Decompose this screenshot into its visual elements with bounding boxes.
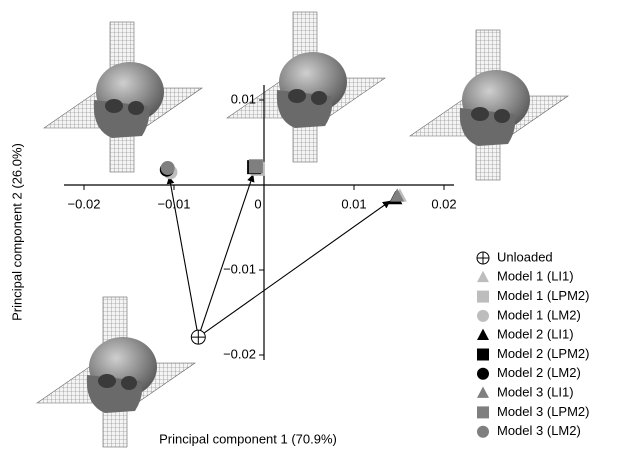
arrow: [201, 175, 253, 331]
legend-label: Model 1 (LPM2): [497, 288, 589, 303]
legend-label: Model 3 (LPM2): [497, 404, 589, 419]
chart: −0.02−0.0100.010.02−0.02−0.010.01 Princi…: [0, 0, 620, 455]
legend-marker: [477, 271, 489, 282]
legend-label: Unloaded: [497, 249, 553, 264]
legend-marker: [477, 426, 489, 438]
point: [191, 330, 205, 344]
legend-marker: [477, 406, 489, 418]
skull-figure: [410, 30, 568, 180]
legend-marker: [477, 252, 489, 264]
point: [249, 159, 263, 173]
legend-marker: [477, 387, 489, 398]
legend-marker: [477, 310, 489, 322]
x-tick-label: −0.02: [68, 196, 101, 211]
y-tick-label: −0.02: [223, 346, 256, 361]
y-tick-label: 0.01: [231, 91, 256, 106]
legend-marker: [477, 368, 489, 380]
legend-marker: [477, 349, 489, 361]
skull-figure: [37, 297, 195, 447]
point: [161, 161, 175, 175]
legend-label: Model 2 (LPM2): [497, 346, 589, 361]
skull-figure: [227, 12, 385, 162]
legend-label: Model 3 (LM2): [497, 423, 581, 438]
legend-marker: [477, 291, 489, 303]
legend-label: Model 2 (LI1): [497, 327, 574, 342]
legend-label: Model 2 (LM2): [497, 365, 581, 380]
x-tick-label: 0: [254, 196, 261, 211]
legend-label: Model 3 (LI1): [497, 385, 574, 400]
x-tick-label: 0.01: [341, 196, 366, 211]
y-tick-label: −0.01: [223, 261, 256, 276]
x-axis-label: Principal component 1 (70.9%): [159, 431, 337, 446]
legend-label: Model 1 (LI1): [497, 269, 574, 284]
y-axis-label: Principal component 2 (26.0%): [9, 143, 24, 321]
legend-label: Model 1 (LM2): [497, 307, 581, 322]
x-tick-label: 0.02: [431, 196, 456, 211]
legend-marker: [477, 329, 489, 340]
skull-figure: [44, 22, 202, 172]
